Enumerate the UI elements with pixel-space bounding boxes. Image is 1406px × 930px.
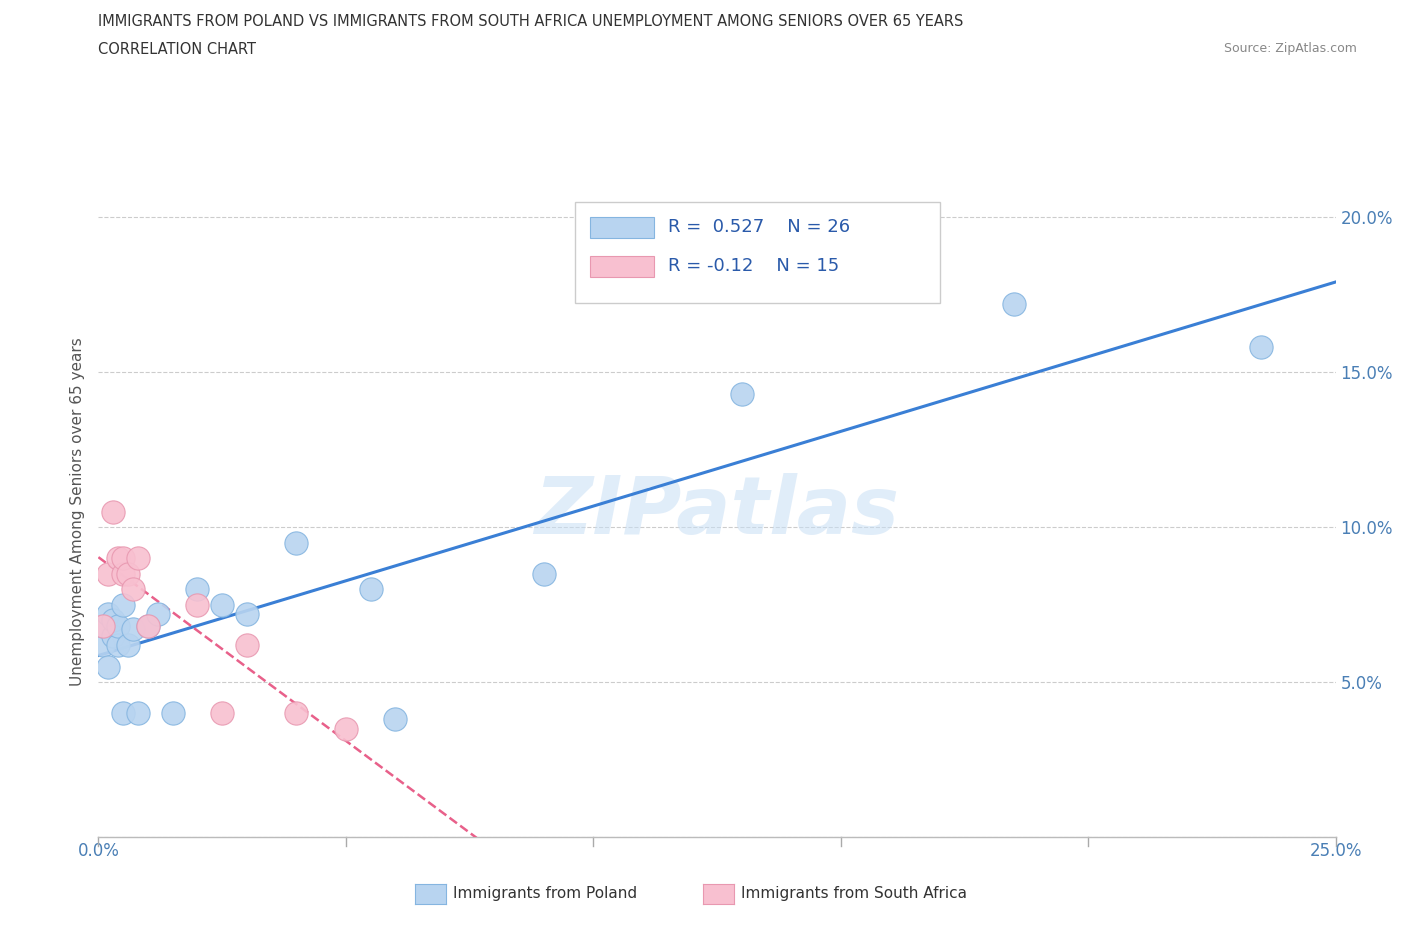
- Text: CORRELATION CHART: CORRELATION CHART: [98, 42, 256, 57]
- Point: [533, 566, 555, 581]
- Point: [97, 606, 120, 621]
- Point: [384, 711, 406, 726]
- Point: [93, 618, 115, 633]
- Point: [236, 637, 259, 652]
- Point: [1250, 339, 1272, 354]
- Point: [162, 706, 184, 721]
- Point: [107, 551, 129, 565]
- Point: [112, 597, 135, 612]
- Point: [117, 566, 139, 581]
- Point: [122, 581, 145, 596]
- Point: [360, 581, 382, 596]
- Point: [136, 618, 159, 633]
- Point: [236, 606, 259, 621]
- Point: [335, 721, 357, 736]
- Point: [97, 566, 120, 581]
- Point: [103, 504, 125, 519]
- Point: [211, 706, 233, 721]
- Y-axis label: Unemployment Among Seniors over 65 years: Unemployment Among Seniors over 65 years: [69, 338, 84, 686]
- FancyBboxPatch shape: [575, 203, 939, 303]
- Point: [112, 706, 135, 721]
- Text: IMMIGRANTS FROM POLAND VS IMMIGRANTS FROM SOUTH AFRICA UNEMPLOYMENT AMONG SENIOR: IMMIGRANTS FROM POLAND VS IMMIGRANTS FRO…: [98, 14, 963, 29]
- Point: [127, 706, 149, 721]
- Text: R =  0.527    N = 26: R = 0.527 N = 26: [668, 218, 849, 236]
- Point: [211, 597, 233, 612]
- Text: Source: ZipAtlas.com: Source: ZipAtlas.com: [1223, 42, 1357, 55]
- Point: [1002, 297, 1025, 312]
- Point: [285, 706, 308, 721]
- Text: Immigrants from South Africa: Immigrants from South Africa: [741, 886, 967, 901]
- Point: [285, 535, 308, 550]
- Point: [93, 618, 115, 633]
- Bar: [589, 217, 654, 238]
- Point: [103, 628, 125, 643]
- Text: ZIPatlas: ZIPatlas: [534, 472, 900, 551]
- Point: [122, 622, 145, 637]
- Point: [112, 566, 135, 581]
- Point: [731, 386, 754, 401]
- Point: [127, 551, 149, 565]
- Point: [136, 618, 159, 633]
- Point: [112, 551, 135, 565]
- Text: Immigrants from Poland: Immigrants from Poland: [453, 886, 637, 901]
- Point: [117, 637, 139, 652]
- Text: R = -0.12    N = 15: R = -0.12 N = 15: [668, 257, 839, 275]
- Point: [146, 606, 169, 621]
- Bar: [589, 256, 654, 277]
- Point: [186, 597, 208, 612]
- Point: [93, 637, 115, 652]
- Point: [107, 637, 129, 652]
- Point: [107, 618, 129, 633]
- Point: [186, 581, 208, 596]
- Point: [103, 613, 125, 628]
- Point: [97, 659, 120, 674]
